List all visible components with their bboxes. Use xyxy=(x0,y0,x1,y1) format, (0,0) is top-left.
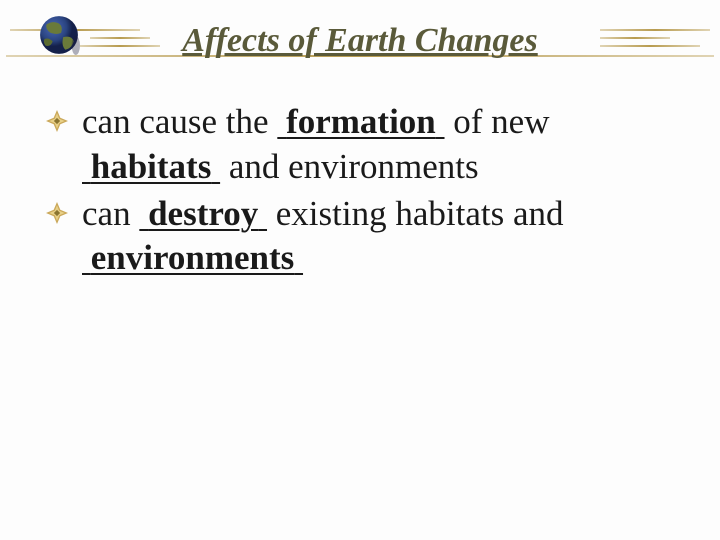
bullet-icon xyxy=(46,202,68,224)
bullet-1-blank-2: habitats xyxy=(91,147,212,186)
bullet-1: can cause the formation of new habitats … xyxy=(46,100,694,190)
bullet-1-text-a: can cause the xyxy=(82,102,277,141)
content-area: can cause the formation of new habitats … xyxy=(0,72,720,281)
bullet-1-text-b: of new xyxy=(445,102,550,141)
bullet-2-blank-1: destroy xyxy=(148,194,258,233)
slide-title: Affects of Earth Changes xyxy=(0,18,720,64)
bullet-1-text-c: and environments xyxy=(220,147,479,186)
bullet-2: can destroy existing habitats and enviro… xyxy=(46,192,694,282)
bullet-2-text-b: existing habitats and xyxy=(267,194,563,233)
title-bar: Affects of Earth Changes xyxy=(0,0,720,72)
bullet-2-text-a: can xyxy=(82,194,139,233)
bullet-2-blank-2: environments xyxy=(91,238,295,277)
bullet-icon xyxy=(46,110,68,132)
bullet-1-blank-1: formation xyxy=(286,102,436,141)
